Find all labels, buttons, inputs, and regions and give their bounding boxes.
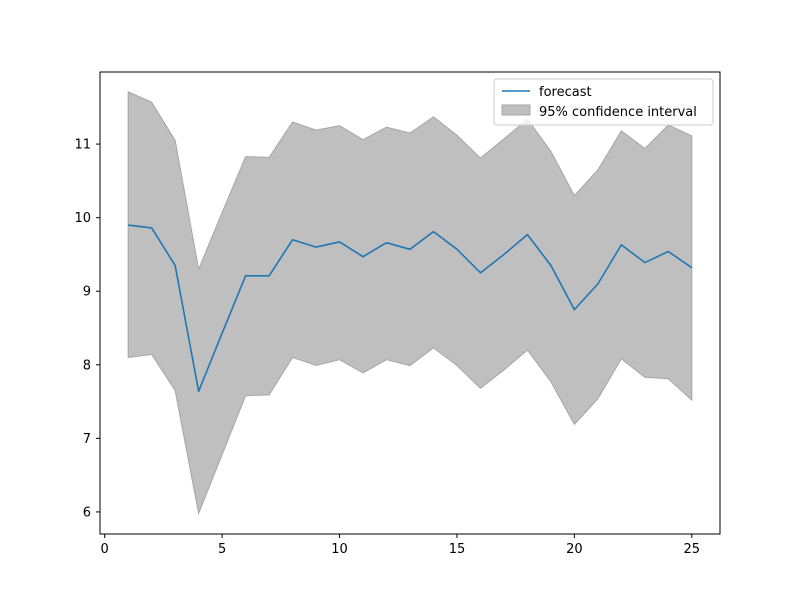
x-tick-label: 0	[101, 542, 109, 557]
plot-area	[127, 91, 693, 516]
y-tick-label: 6	[83, 505, 91, 520]
legend-forecast-label: forecast	[539, 85, 592, 100]
x-tick-label: 20	[566, 542, 583, 557]
y-tick-label: 8	[83, 358, 91, 373]
y-tick-label: 9	[83, 285, 91, 300]
y-tick-label: 10	[74, 211, 91, 226]
confidence-band	[127, 91, 693, 516]
legend-confidence-label: 95% confidence interval	[539, 105, 697, 120]
legend-box	[493, 78, 714, 126]
x-tick-label: 25	[684, 542, 701, 557]
axes: 0 5 10 15 20 25 6 7 8 9 10 11	[74, 71, 721, 557]
y-tick-label: 11	[74, 138, 91, 153]
x-tick-label: 5	[218, 542, 226, 557]
legend-confidence-swatch	[501, 104, 531, 116]
x-tick-label: 10	[331, 542, 348, 557]
legend: forecast 95% confidence interval	[493, 78, 714, 126]
axes-frame	[99, 71, 721, 535]
forecast-line	[128, 224, 693, 393]
y-tick-label: 7	[83, 432, 91, 447]
x-tick-label: 15	[449, 542, 466, 557]
